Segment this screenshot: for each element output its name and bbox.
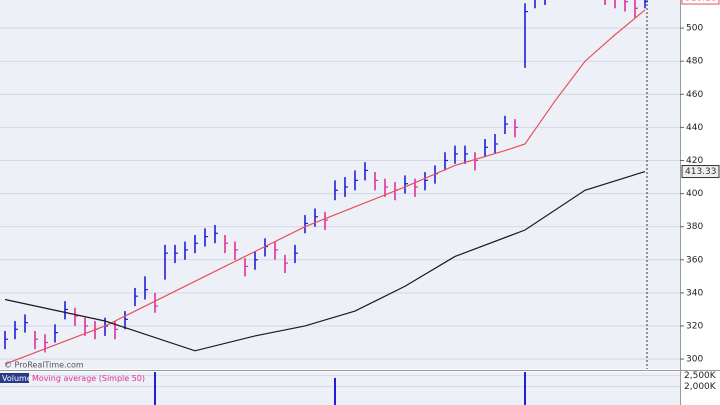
- y-tick-label: 400: [686, 189, 703, 199]
- y-tick-label: 380: [686, 222, 703, 232]
- volume-title: Volume: [2, 374, 32, 383]
- y-tick-label: 2,500K: [684, 371, 717, 381]
- y-tick-label: 420: [686, 156, 703, 166]
- y-tick-label: 500: [686, 24, 703, 34]
- indicator-label: Moving average (Simple 50): [32, 374, 145, 383]
- value-tag: [681, 165, 720, 179]
- value-tag-label: 413.33: [685, 167, 717, 177]
- legend-box: [0, 373, 29, 383]
- y-tick-label: 340: [686, 288, 703, 298]
- price-pane: [0, 0, 680, 369]
- y-tick-label: 360: [686, 255, 703, 265]
- y-tick-label: 480: [686, 57, 703, 67]
- y-tick-label: 300: [686, 355, 703, 365]
- y-tick-label: 2,000K: [684, 382, 717, 392]
- y-tick-label: 460: [686, 90, 703, 100]
- moving-average: [4, 170, 646, 352]
- watermark: © ProRealTime.com: [4, 361, 84, 370]
- value-tag-label: 518.18: [685, 0, 717, 4]
- volume-pane: [0, 372, 680, 405]
- y-tick-label: 320: [686, 321, 703, 331]
- value-tag: [681, 0, 720, 5]
- y-tick-label: 440: [686, 123, 703, 133]
- moving-average: [4, 9, 646, 365]
